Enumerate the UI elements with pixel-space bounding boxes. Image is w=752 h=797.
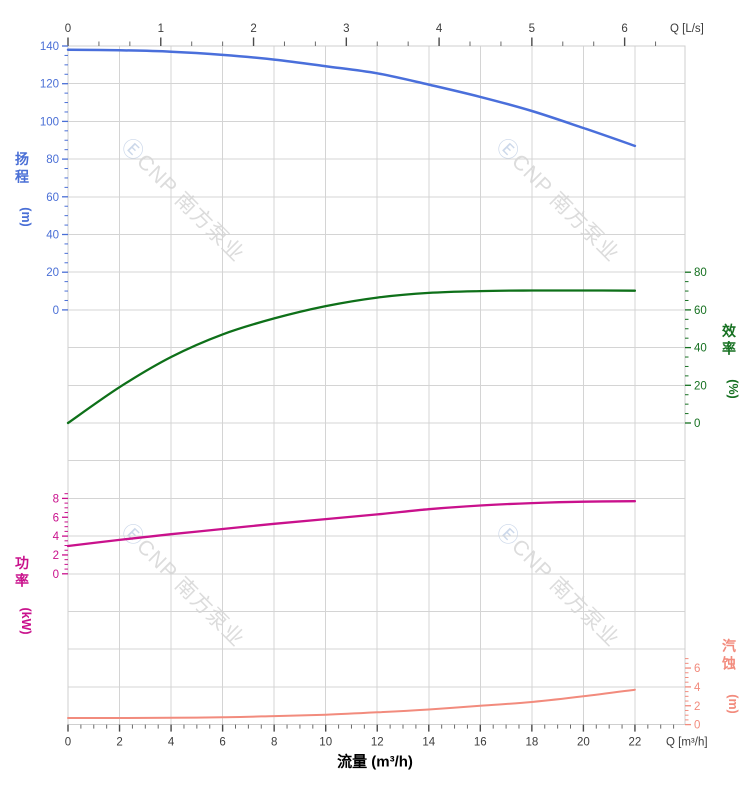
- head-axis-title: 程: [15, 169, 29, 185]
- bottom-axis-tick-label: 2: [116, 737, 122, 749]
- efficiency-axis-unit: (%): [726, 379, 740, 398]
- efficiency-axis-tick-label: 40: [694, 343, 707, 355]
- npsh-axis-tick-label: 6: [694, 663, 700, 675]
- npsh-curve: [67, 688, 636, 719]
- axis-ticks: [62, 37, 691, 732]
- head-axis-tick-label: 0: [53, 305, 59, 317]
- power-axis-tick-label: 2: [53, 550, 59, 562]
- head-curve: [66, 48, 637, 148]
- power-axis-unit: (kW): [19, 607, 33, 634]
- top-axis-tick-label: 0: [65, 23, 71, 35]
- bottom-axis-tick-label: 4: [168, 737, 175, 749]
- eff-curve: [66, 289, 637, 425]
- bottom-axis-tick-label: 0: [65, 737, 71, 749]
- head-axis-tick-label: 40: [46, 230, 59, 242]
- power-axis-tick-label: 6: [53, 512, 59, 524]
- bottom-axis-tick-label: 12: [371, 737, 384, 749]
- bottom-axis-tick-label: 22: [629, 737, 642, 749]
- npsh-axis-tick-label: 0: [694, 720, 700, 732]
- npsh-axis-tick-label: 2: [694, 701, 700, 713]
- gridlines: [67, 45, 686, 726]
- bottom-axis-unit-label: Q [m³/h]: [666, 737, 708, 749]
- bottom-axis-tick-label: 16: [474, 737, 487, 749]
- head-axis-tick-label: 120: [40, 79, 59, 91]
- power-axis-title: 率: [15, 573, 29, 589]
- cnp-watermark: ⒺCNP 南方泵业: [492, 134, 624, 266]
- cnp-watermark: ⒺCNP 南方泵业: [492, 519, 624, 651]
- power-axis-title: 功: [15, 555, 29, 571]
- head-axis-unit: (m): [19, 207, 33, 226]
- efficiency-axis-tick-label: 0: [694, 418, 700, 430]
- head-axis-tick-label: 100: [40, 116, 59, 128]
- efficiency-axis-tick-label: 20: [694, 380, 707, 392]
- axis-titles: 扬程(m)效率(%)功率(kW)汽蚀(m): [15, 151, 740, 714]
- top-axis-tick-label: 1: [158, 23, 164, 35]
- efficiency-axis-tick-label: 60: [694, 305, 707, 317]
- bottom-axis-tick-label: 18: [525, 737, 538, 749]
- head-axis-tick-label: 80: [46, 154, 59, 166]
- top-axis-tick-label: 3: [343, 23, 349, 35]
- power-axis-tick-label: 0: [53, 569, 59, 581]
- head-axis-tick-label: 20: [46, 267, 59, 279]
- head-axis-tick-label: 60: [46, 192, 59, 204]
- top-axis-tick-label: 5: [529, 23, 535, 35]
- efficiency-axis-title: 效: [722, 323, 737, 339]
- top-axis-tick-label: 6: [621, 23, 627, 35]
- top-axis-tick-label: 4: [436, 23, 443, 35]
- npsh-axis-title: 蚀: [721, 656, 736, 672]
- bottom-axis-title: 流量 (m³/h): [337, 753, 413, 771]
- bottom-axis-tick-label: 8: [271, 737, 277, 749]
- bottom-axis-tick-label: 14: [422, 737, 435, 749]
- efficiency-axis-tick-label: 80: [694, 267, 707, 279]
- npsh-axis-unit: (m): [726, 694, 740, 713]
- power-axis-tick-label: 4: [53, 531, 60, 543]
- bottom-axis-tick-label: 20: [577, 737, 590, 749]
- head-axis-tick-label: 140: [40, 41, 59, 53]
- top-axis-unit-label: Q [L/s]: [670, 23, 704, 35]
- npsh-axis-title: 汽: [722, 638, 736, 654]
- bottom-axis-tick-label: 10: [319, 737, 332, 749]
- bottom-axis-tick-label: 6: [219, 737, 225, 749]
- power-axis-tick-label: 8: [53, 493, 59, 505]
- curves: [66, 48, 637, 719]
- efficiency-axis-title: 率: [722, 341, 736, 357]
- cnp-watermark: ⒺCNP 南方泵业: [117, 134, 249, 266]
- head-axis-title: 扬: [15, 151, 29, 167]
- power-curve: [66, 500, 637, 548]
- npsh-axis-tick-label: 4: [694, 682, 701, 694]
- top-axis-tick-label: 2: [250, 23, 256, 35]
